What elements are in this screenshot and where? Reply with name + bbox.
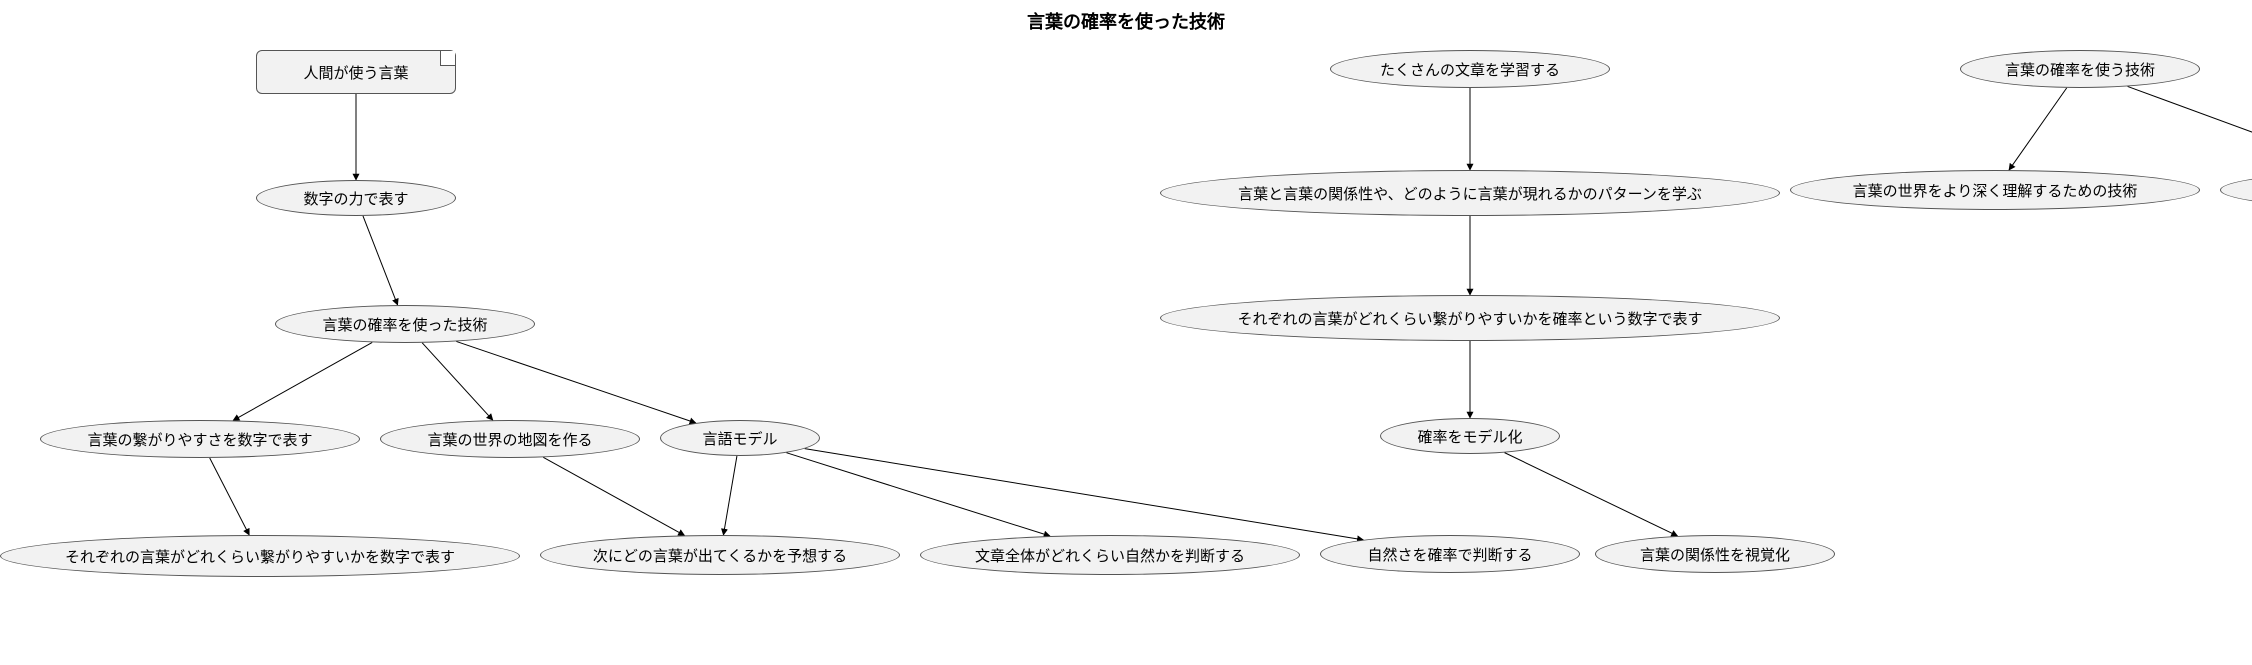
node-n3: 言葉の繋がりやすさを数字で表す: [40, 420, 360, 458]
node-label: 言葉の確率を使う技術: [2005, 59, 2155, 80]
edge: [786, 453, 1050, 536]
node-label: 言葉の関係性を視覚化: [1640, 544, 1790, 565]
node-n2: 言葉の確率を使った技術: [275, 305, 535, 343]
edge: [422, 343, 493, 420]
node-n9: 自然さを確率で判断する: [1320, 535, 1580, 573]
node-n12: それぞれの言葉がどれくらい繋がりやすいかを確率という数字で表す: [1160, 295, 1780, 341]
note-fold-icon: [440, 51, 455, 66]
node-label: 言葉の世界をより深く理解するための技術: [1853, 180, 2138, 201]
edge: [210, 458, 250, 535]
node-n8: 文章全体がどれくらい自然かを判断する: [920, 535, 1300, 575]
diagram-title: 言葉の確率を使った技術: [0, 8, 2252, 34]
node-label: それぞれの言葉がどれくらい繋がりやすいかを確率という数字で表す: [1237, 308, 1702, 329]
node-n4: 言葉の世界の地図を作る: [380, 420, 640, 458]
node-n13: 確率をモデル化: [1380, 418, 1560, 454]
node-n7: 次にどの言葉が出てくるかを予想する: [540, 535, 900, 575]
edge: [2009, 88, 2067, 170]
edge: [1505, 453, 1678, 536]
node-n10: たくさんの文章を学習する: [1330, 50, 1610, 88]
node-label: 数字の力で表す: [303, 188, 408, 209]
node-label: 言葉の確率を使った技術: [322, 314, 487, 335]
node-label: 言語モデル: [702, 428, 777, 449]
edge: [456, 341, 696, 423]
node-label: 人間が使う言葉: [303, 62, 408, 83]
node-label: 確率をモデル化: [1417, 426, 1522, 447]
node-n5: 言語モデル: [660, 420, 820, 456]
node-n0: 人間が使う言葉: [256, 50, 456, 94]
edge: [723, 456, 737, 535]
edge: [805, 449, 1364, 540]
node-n6: それぞれの言葉がどれくらい繋がりやすいかを数字で表す: [0, 535, 520, 577]
node-n11: 言葉と言葉の関係性や、どのように言葉が現れるかのパターンを学ぶ: [1160, 170, 1780, 216]
diagram-canvas: 言葉の確率を使った技術 人間が使う言葉数字の力で表す言葉の確率を使った技術言葉の…: [0, 0, 2252, 665]
node-label: それぞれの言葉がどれくらい繋がりやすいかを数字で表す: [65, 546, 455, 567]
edge: [543, 457, 684, 535]
node-n15: 言葉の確率を使う技術: [1960, 50, 2200, 88]
node-label: 次にどの言葉が出てくるかを予想する: [593, 545, 847, 566]
node-n16: 言葉の世界をより深く理解するための技術: [1790, 170, 2200, 210]
node-label: 言葉と言葉の関係性や、どのように言葉が現れるかのパターンを学ぶ: [1238, 183, 1702, 204]
edge: [233, 342, 372, 420]
node-label: 言葉の世界の地図を作る: [427, 429, 592, 450]
node-n14: 言葉の関係性を視覚化: [1595, 535, 1835, 573]
edge: [363, 216, 398, 305]
node-label: 文章全体がどれくらい自然かを判断する: [975, 545, 1245, 566]
node-label: 自然さを確率で判断する: [1367, 544, 1532, 565]
node-label: 言葉の繋がりやすさを数字で表す: [87, 429, 312, 450]
node-label: たくさんの文章を学習する: [1380, 59, 1560, 80]
edge: [2128, 86, 2252, 170]
node-n17: 言葉の複雑な関係性を明らかにしていく: [2220, 170, 2252, 210]
node-n1: 数字の力で表す: [256, 180, 456, 216]
